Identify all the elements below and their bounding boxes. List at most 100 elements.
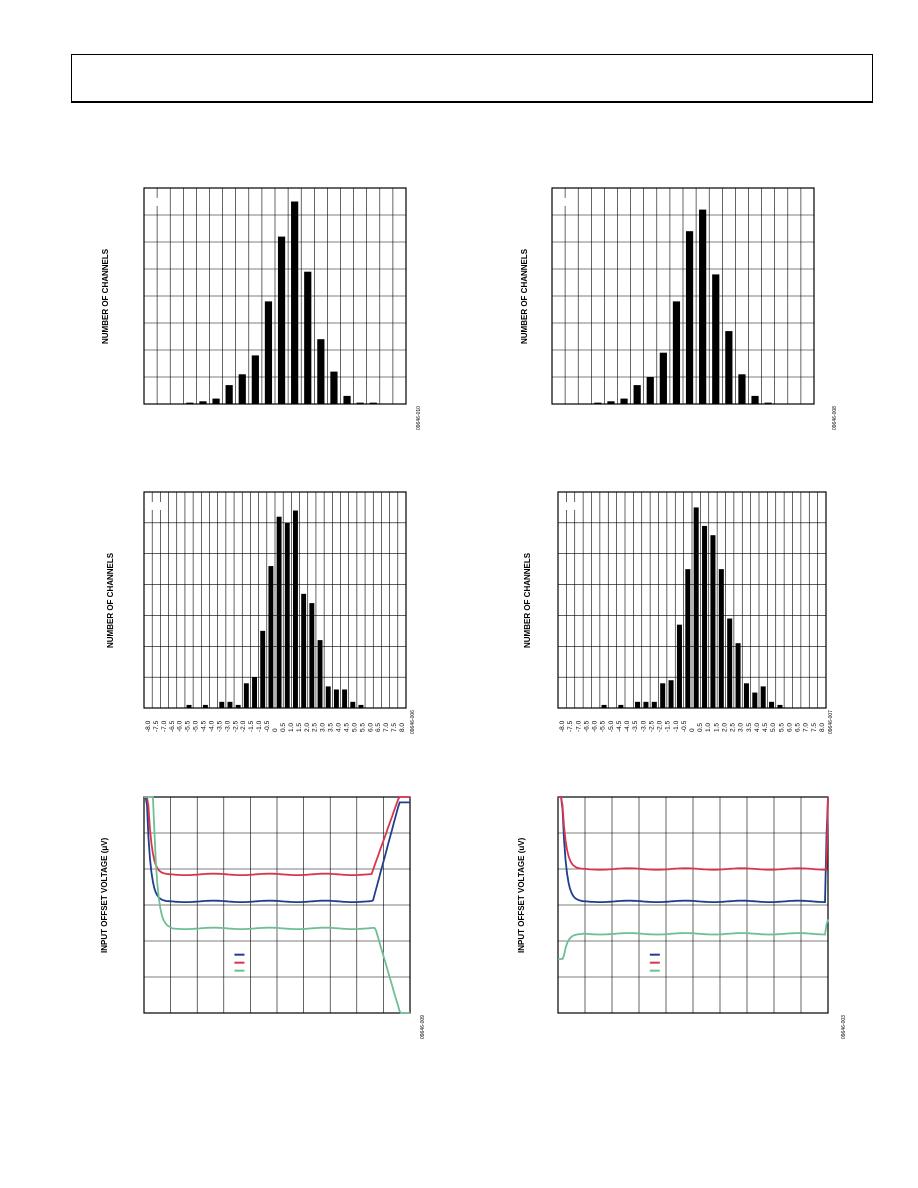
x-tick-label: -1.0: [673, 720, 680, 732]
bar: [186, 402, 194, 404]
bar: [268, 566, 274, 708]
bar: [743, 683, 749, 708]
x-tick-label: 6.0: [786, 723, 793, 732]
x-tick-label: -6.5: [583, 720, 590, 732]
x-tick-label: 4.0: [336, 723, 343, 732]
y-axis-label: INPUT OFFSET VOLTAGE (μV): [100, 837, 109, 953]
bar: [317, 339, 325, 404]
bar: [594, 402, 602, 404]
bar: [225, 385, 233, 404]
bar: [276, 516, 282, 708]
bar: [369, 402, 377, 404]
x-tick-label: 3.5: [746, 723, 753, 732]
bar: [304, 271, 312, 404]
bar: [291, 201, 299, 404]
bar: [235, 704, 241, 708]
x-tick-label: -7.5: [153, 720, 160, 732]
bar: [219, 701, 225, 708]
bar: [660, 683, 666, 708]
x-tick-label: 0.5: [280, 723, 287, 732]
bar: [760, 686, 766, 708]
x-tick-label: 2.5: [730, 723, 737, 732]
bar: [699, 209, 707, 404]
bar: [601, 704, 607, 708]
x-tick-label: 4.0: [754, 723, 761, 732]
figure-code: 09646-006: [410, 710, 416, 734]
bar: [607, 401, 615, 404]
bars-2: [186, 510, 364, 708]
series-line-green: [558, 919, 829, 960]
x-tick-label: -3.0: [640, 720, 647, 732]
x-tick-label: -1.0: [256, 720, 263, 732]
bar: [718, 569, 724, 708]
x-tick-label: 2.0: [721, 723, 728, 732]
bar: [618, 704, 624, 708]
bar: [356, 402, 364, 404]
x-tick-label: 2.5: [312, 723, 319, 732]
x-tick-label: -4.5: [201, 720, 208, 732]
x-tick-label: 7.0: [383, 723, 390, 732]
x-tick-label: 3.0: [738, 723, 745, 732]
x-tick-label: -5.0: [608, 720, 615, 732]
x-tick-label: -3.0: [224, 720, 231, 732]
bar: [769, 701, 775, 708]
bar: [620, 398, 628, 404]
figure-code: 09646-003: [841, 1015, 847, 1039]
legend-blank: [560, 502, 582, 510]
x-tick-label: -4.5: [616, 720, 623, 732]
x-tick-label: 7.0: [803, 723, 810, 732]
bar: [238, 374, 246, 404]
bar: [227, 701, 233, 708]
x-tick-label: -3.5: [632, 720, 639, 732]
bar: [358, 704, 364, 708]
x-tick-label: -8.0: [145, 720, 152, 732]
bar: [284, 522, 290, 708]
figure-code: 09646-008: [832, 406, 838, 430]
x-tick-label: 5.0: [351, 723, 358, 732]
x-tick-label: -2.0: [240, 720, 247, 732]
x-tick-label: 1.0: [288, 723, 295, 732]
x-tick-label: -7.5: [567, 720, 574, 732]
bar: [243, 683, 249, 708]
x-tick-label: -7.0: [161, 720, 168, 732]
x-tick-label: 2.0: [304, 723, 311, 732]
x-tick-label: -5.0: [193, 720, 200, 732]
bar: [646, 377, 654, 404]
chart-grid-4: [143, 796, 411, 1014]
y-axis-label: NUMBER OF CHANNELS: [523, 552, 532, 648]
x-tick-label: 4.5: [343, 723, 350, 732]
bar: [685, 569, 691, 708]
x-tick-label: 0.5: [697, 723, 704, 732]
bar: [738, 374, 746, 404]
bar: [751, 395, 759, 404]
x-tick-label: -1.5: [665, 720, 672, 732]
x-tick-label: 5.5: [359, 723, 366, 732]
chart-grid-5: [557, 796, 829, 1014]
x-tick-label: 8.0: [399, 723, 406, 732]
x-tick-label: -3.5: [216, 720, 223, 732]
series-group-5: [558, 796, 829, 960]
x-tick-label: 6.0: [367, 723, 374, 732]
x-tick-label: 5.5: [778, 723, 785, 732]
x-tick-label: 3.5: [328, 723, 335, 732]
x-tick-label: 6.5: [375, 723, 382, 732]
x-tick-label: -2.5: [648, 720, 655, 732]
x-tick-label: 3.0: [320, 723, 327, 732]
x-tick-label: -4.0: [624, 720, 631, 732]
bar: [685, 231, 694, 404]
bar: [643, 701, 649, 708]
bar: [676, 624, 682, 708]
bar: [251, 355, 259, 404]
bar: [333, 689, 339, 708]
bar: [712, 274, 720, 404]
bar: [186, 704, 192, 708]
bars-0: [186, 201, 377, 404]
chart-grid-3: [557, 491, 827, 709]
x-tick-label: -0.5: [264, 720, 271, 732]
bar: [635, 701, 641, 708]
bar: [725, 331, 733, 404]
bar: [277, 236, 286, 404]
bar: [293, 510, 298, 708]
series-group-4: [144, 796, 410, 1014]
